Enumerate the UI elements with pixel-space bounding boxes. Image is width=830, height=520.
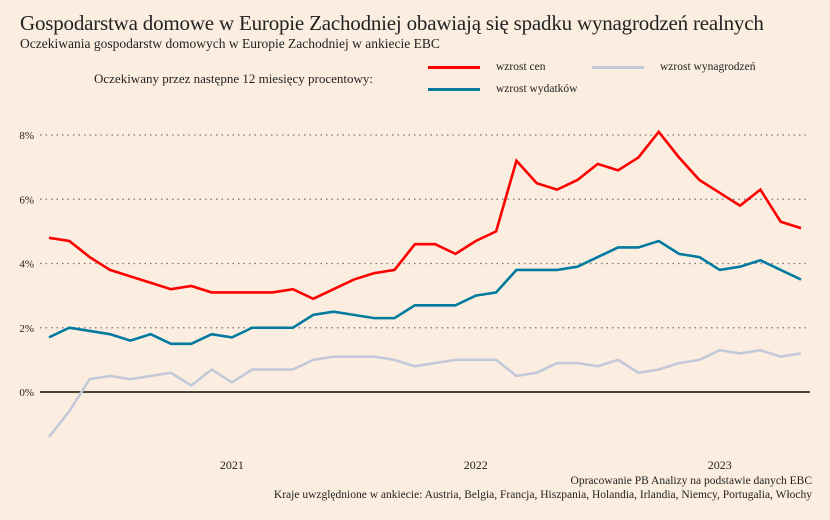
legend-label: wzrost wynagrodzeń (660, 61, 756, 73)
legend-item-prices: wzrost cen (428, 61, 546, 74)
countries-note: Kraje uwzględnione w ankiecie: Austria, … (273, 489, 812, 501)
legend-caption: Oczekiwany przez następne 12 miesięcy pr… (94, 71, 374, 86)
series-line-2 (48, 239, 802, 346)
y-tick-label: 4% (19, 259, 34, 271)
chart-subtitle: Oczekiwania gospodarstw domowych w Europ… (20, 36, 440, 51)
legend-item-spending: wzrost wydatków (428, 83, 577, 96)
x-tick-label: 2022 (464, 458, 488, 472)
legend-swatch (428, 88, 480, 92)
legend-swatch (592, 66, 644, 70)
y-tick-label: 8% (19, 130, 34, 142)
legend-label: wzrost cen (496, 61, 546, 73)
chart-title: Gospodarstwa domowe w Europie Zachodniej… (20, 11, 764, 35)
legend-item-wages: wzrost wynagrodzeń (592, 61, 755, 74)
y-tick-label: 0% (19, 387, 34, 399)
legend-label: wzrost wydatków (496, 83, 578, 95)
source-note: Opracowanie PB Analizy na podstawie dany… (570, 475, 812, 487)
y-tick-label: 2% (19, 323, 34, 335)
x-tick-label: 2021 (220, 458, 244, 472)
x-tick-label: 2023 (708, 458, 732, 472)
series-line-1 (47, 348, 802, 438)
legend-swatch (428, 66, 480, 70)
series-line-0 (48, 129, 802, 301)
y-tick-label: 6% (19, 194, 34, 206)
